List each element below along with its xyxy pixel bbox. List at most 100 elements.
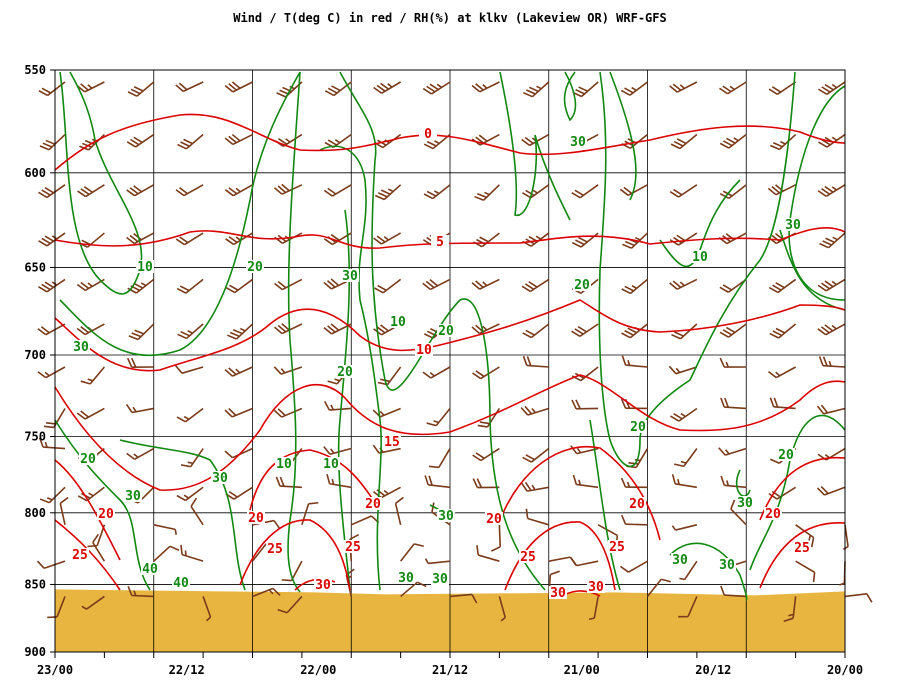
y-tick-label: 900	[24, 645, 46, 659]
barb-feather	[130, 88, 141, 95]
barb-half-feather	[780, 140, 786, 145]
barb-feather	[83, 186, 93, 193]
barb-half-feather	[334, 139, 341, 144]
label-bg	[519, 550, 537, 563]
temperature-label: 5	[436, 235, 444, 250]
barb-feather	[719, 357, 725, 368]
barb-staff	[428, 560, 451, 565]
barb-feather	[620, 89, 631, 96]
barb-feather	[327, 87, 338, 94]
wind-barb	[175, 184, 204, 197]
wind-barb	[783, 596, 797, 623]
rh-label: 20	[337, 365, 353, 380]
barb-feather	[622, 243, 632, 249]
wind-barb	[274, 278, 303, 291]
barb-feather	[520, 407, 529, 416]
label-bg	[764, 507, 782, 520]
wind-barb	[176, 486, 204, 502]
barb-feather	[273, 520, 281, 530]
barb-half-feather	[536, 85, 542, 90]
wind-barb	[423, 184, 451, 200]
barb-staff	[399, 543, 415, 562]
barb-feather	[726, 137, 736, 144]
wind-barb	[176, 407, 204, 423]
barb-staff	[593, 596, 599, 619]
barb-half-feather	[379, 410, 385, 416]
barb-feather	[327, 187, 337, 195]
barb-feather	[426, 190, 437, 197]
barb-half-feather	[725, 449, 730, 455]
barb-feather	[225, 238, 235, 246]
barb-feather	[126, 452, 136, 460]
wind-barb	[224, 133, 253, 146]
barb-feather	[676, 138, 687, 145]
barb-feather	[523, 91, 533, 98]
label-bg	[793, 541, 811, 554]
wind-barb	[768, 81, 797, 95]
barb-feather	[624, 329, 634, 336]
barb-feather	[525, 189, 535, 197]
barb-feather	[232, 328, 243, 335]
barb-feather	[224, 189, 234, 197]
barb-feather	[550, 570, 560, 576]
label-bg	[437, 509, 455, 522]
barb-feather	[276, 92, 286, 98]
barb-staff	[290, 560, 303, 581]
barb-feather	[225, 286, 236, 294]
barb-feather	[621, 332, 631, 339]
barb-feather	[377, 284, 387, 292]
barb-feather	[372, 491, 382, 499]
barb-feather	[80, 410, 90, 418]
wind-barbs	[36, 81, 873, 623]
wind-barb	[227, 323, 254, 340]
label-bg	[364, 497, 382, 510]
barb-feather	[472, 454, 482, 462]
barb-feather	[672, 280, 682, 289]
barb-half-feather	[330, 404, 335, 411]
label-bg	[736, 496, 754, 509]
barb-feather	[374, 287, 384, 294]
label-bg	[322, 457, 340, 470]
wind-barb	[153, 524, 177, 535]
barb-feather	[818, 141, 828, 148]
wind-barb	[153, 545, 180, 562]
barb-half-feather	[133, 590, 137, 596]
barb-half-feather	[187, 330, 193, 334]
barb-feather	[475, 452, 485, 459]
barb-feather	[277, 324, 287, 333]
wind-barb	[175, 232, 204, 246]
label-bg	[211, 471, 229, 484]
label-bg	[266, 542, 284, 555]
barb-feather	[281, 183, 290, 192]
rh-label: 30	[398, 571, 414, 586]
barb-feather	[822, 356, 828, 367]
wind-barb	[76, 407, 105, 420]
barb-feather	[529, 86, 539, 93]
barb-half-feather	[831, 136, 838, 141]
wind-barb	[399, 543, 424, 562]
barb-feather	[730, 499, 736, 510]
barb-half-feather	[434, 140, 440, 145]
label-bg	[784, 218, 802, 231]
y-tick-label: 550	[24, 63, 46, 77]
barb-half-feather	[679, 577, 685, 581]
label-bg	[587, 580, 605, 593]
wind-barb	[76, 81, 105, 93]
barb-feather	[720, 397, 726, 408]
barb-feather	[678, 615, 689, 618]
barb-feather	[38, 286, 48, 293]
x-tick-label: 21/12	[432, 663, 468, 677]
chart-title: Wind / T(deg C) in red / RH(%) at klkv (…	[233, 11, 666, 25]
barb-half-feather	[831, 186, 837, 191]
barb-feather	[825, 237, 835, 244]
barb-staff	[724, 594, 747, 598]
wind-barb	[175, 81, 204, 93]
barb-half-feather	[635, 236, 641, 241]
barb-feather	[130, 357, 137, 368]
barb-feather	[821, 86, 831, 93]
barb-half-feather	[832, 236, 838, 241]
barb-feather	[274, 282, 283, 291]
barb-staff	[687, 596, 698, 617]
barb-half-feather	[87, 282, 93, 288]
wind-barb	[819, 232, 846, 249]
